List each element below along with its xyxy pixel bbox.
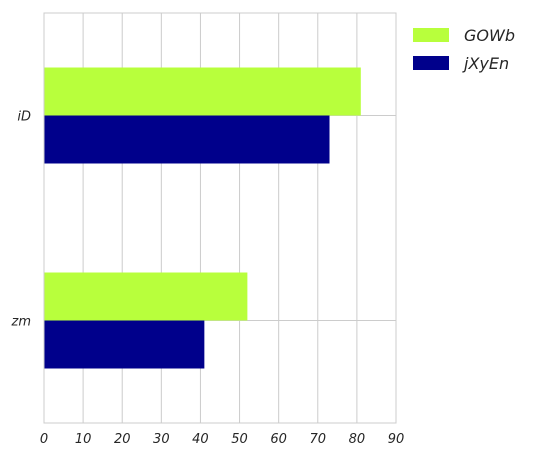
bar-jXyEn-zm — [44, 320, 205, 369]
bars — [44, 67, 361, 369]
plot-frame — [43, 12, 397, 424]
x-tick-label: 30 — [153, 432, 170, 447]
y-tick-label: iD — [17, 110, 31, 125]
x-tick-label: 40 — [192, 432, 209, 447]
x-tick-label: 50 — [231, 432, 248, 447]
bar-GOWb-iD — [44, 67, 361, 116]
y-tick-label: zm — [11, 315, 32, 330]
x-tick-label: 10 — [75, 432, 92, 447]
x-tick-label: 70 — [310, 432, 327, 447]
legend-swatch-GOWb — [413, 28, 449, 42]
x-tick-label: 0 — [40, 432, 48, 447]
legend-label-GOWb: GOWb — [464, 26, 515, 45]
y-axis-ticks: zm iD — [11, 110, 32, 330]
bar-GOWb-zm — [44, 272, 248, 321]
x-axis-ticks: 0 10 20 30 40 50 60 70 80 90 — [40, 432, 404, 447]
x-tick-label: 20 — [114, 432, 131, 447]
bar-jXyEn-iD — [44, 115, 330, 164]
legend-label-jXyEn: jXyEn — [462, 54, 509, 73]
x-tick-label: 60 — [270, 432, 287, 447]
x-tick-label: 90 — [388, 432, 405, 447]
legend: GOWb jXyEn — [413, 26, 515, 73]
legend-swatch-jXyEn — [413, 56, 449, 70]
x-tick-label: 80 — [349, 432, 366, 447]
